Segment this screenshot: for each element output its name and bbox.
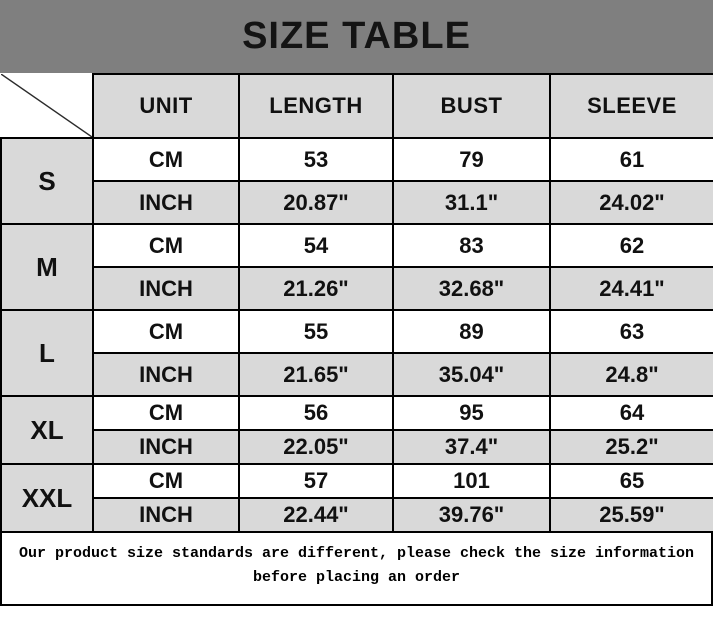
- page-title: SIZE TABLE: [0, 0, 713, 73]
- header-cell-sleeve: SLEEVE: [549, 73, 713, 139]
- header-cell-bust: BUST: [392, 73, 551, 139]
- measurement-cell: 22.44": [238, 497, 394, 533]
- measurement-cell: 35.04": [392, 352, 551, 397]
- unit-cell-cm: CM: [92, 395, 240, 431]
- header-cell-length: LENGTH: [238, 73, 394, 139]
- measurement-cell: 21.65": [238, 352, 394, 397]
- header-cell-unit: UNIT: [92, 73, 240, 139]
- table-row: M CM 54 83 62: [0, 223, 713, 311]
- measurement-cell: 61: [549, 137, 713, 182]
- table-row: INCH 20.87" 31.1" 24.02": [1, 180, 713, 225]
- measurement-cell: 20.87": [238, 180, 394, 225]
- measurement-cell: 57: [238, 463, 394, 499]
- diagonal-line-icon: [1, 74, 92, 137]
- size-table: UNIT LENGTH BUST SLEEVE S CM 53 79 61 IN…: [0, 73, 713, 533]
- measurement-cell: 25.59": [549, 497, 713, 533]
- unit-cell-inch: INCH: [92, 352, 240, 397]
- table-row: INCH 22.44" 39.76" 25.59": [1, 497, 713, 533]
- table-row: INCH 22.05" 37.4" 25.2": [1, 429, 713, 465]
- measurement-cell: 39.76": [392, 497, 551, 533]
- diagonal-header-cell: [1, 74, 94, 139]
- disclaimer-line-2: before placing an order: [252, 569, 461, 586]
- table-row: XL CM 56 95 64: [0, 395, 713, 465]
- size-label-xl: XL: [0, 395, 94, 465]
- size-disclaimer-note: Our product size standards are different…: [0, 533, 713, 606]
- unit-cell-inch: INCH: [92, 180, 240, 225]
- unit-cell-cm: CM: [92, 309, 240, 354]
- measurement-cell: 53: [238, 137, 394, 182]
- disclaimer-line-1: Our product size standards are different…: [18, 545, 695, 562]
- unit-cell-inch: INCH: [92, 429, 240, 465]
- table-row: INCH 21.26" 32.68" 24.41": [1, 266, 713, 311]
- unit-cell-cm: CM: [92, 463, 240, 499]
- unit-cell-cm: CM: [92, 223, 240, 268]
- header-row: UNIT LENGTH BUST SLEEVE: [1, 73, 713, 139]
- measurement-cell: 25.2": [549, 429, 713, 465]
- size-label-m: M: [0, 223, 94, 311]
- measurement-cell: 79: [392, 137, 551, 182]
- measurement-cell: 37.4": [392, 429, 551, 465]
- size-label-s: S: [0, 137, 94, 225]
- measurement-cell: 24.41": [549, 266, 713, 311]
- measurement-cell: 31.1": [392, 180, 551, 225]
- measurement-cell: 22.05": [238, 429, 394, 465]
- table-row: XXL CM 57 101 65: [0, 463, 713, 533]
- measurement-cell: 101: [392, 463, 551, 499]
- table-row: INCH 21.65" 35.04" 24.8": [1, 352, 713, 397]
- measurement-cell: 24.02": [549, 180, 713, 225]
- size-label-l: L: [0, 309, 94, 397]
- measurement-cell: 24.8": [549, 352, 713, 397]
- measurement-cell: 65: [549, 463, 713, 499]
- unit-cell-cm: CM: [92, 137, 240, 182]
- unit-cell-inch: INCH: [92, 497, 240, 533]
- unit-cell-inch: INCH: [92, 266, 240, 311]
- measurement-cell: 63: [549, 309, 713, 354]
- table-row: S CM 53 79 61: [0, 137, 713, 225]
- measurement-cell: 32.68": [392, 266, 551, 311]
- measurement-cell: 54: [238, 223, 394, 268]
- size-label-xxl: XXL: [0, 463, 94, 533]
- table-row: L CM 55 89 63: [0, 309, 713, 397]
- measurement-cell: 64: [549, 395, 713, 431]
- measurement-cell: 95: [392, 395, 551, 431]
- measurement-cell: 21.26": [238, 266, 394, 311]
- measurement-cell: 62: [549, 223, 713, 268]
- measurement-cell: 55: [238, 309, 394, 354]
- measurement-cell: 89: [392, 309, 551, 354]
- measurement-cell: 56: [238, 395, 394, 431]
- measurement-cell: 83: [392, 223, 551, 268]
